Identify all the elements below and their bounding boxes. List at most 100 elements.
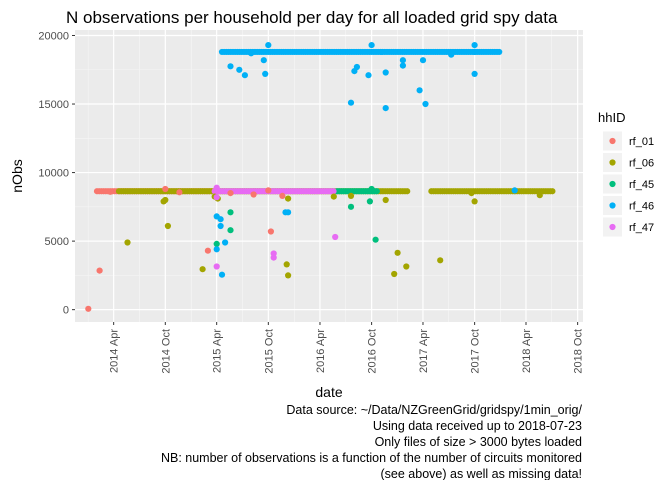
y-tick-label: 20000 xyxy=(38,30,69,42)
data-point xyxy=(347,203,355,210)
band-point xyxy=(404,188,411,195)
data-point xyxy=(391,270,398,278)
band-point xyxy=(330,188,337,195)
data-point xyxy=(403,263,410,270)
data-point xyxy=(422,100,429,108)
data-point xyxy=(217,216,224,223)
data-point xyxy=(265,42,272,49)
data-point xyxy=(448,51,455,58)
legend-item: rf_46 xyxy=(603,196,654,215)
legend-key xyxy=(609,159,616,166)
chart-title: N observations per household per day for… xyxy=(66,8,558,27)
series-band-rf_46 xyxy=(218,48,503,56)
data-point xyxy=(330,193,337,200)
caption-line: Using data received up to 2018-07-23 xyxy=(373,419,582,433)
caption-line: NB: number of observations is a function… xyxy=(161,451,582,465)
data-point xyxy=(162,196,169,204)
data-point xyxy=(399,57,406,64)
band-point xyxy=(373,188,380,195)
data-point xyxy=(471,48,478,56)
y-tick-label: 5000 xyxy=(45,236,69,248)
data-point xyxy=(279,192,286,199)
legend-title: hhID xyxy=(598,110,625,125)
data-point xyxy=(213,194,220,201)
data-point xyxy=(382,69,389,76)
data-point xyxy=(227,190,234,197)
data-point xyxy=(85,305,92,312)
data-point xyxy=(250,191,257,198)
data-point xyxy=(213,246,220,253)
data-point xyxy=(124,239,131,246)
x-tick-label: 2018 Apr xyxy=(521,329,533,373)
x-tick-label: 2014 Apr xyxy=(109,329,121,373)
data-point xyxy=(285,209,292,216)
caption: Data source: ~/Data/NZGreenGrid/gridspy/… xyxy=(161,403,583,480)
data-point xyxy=(176,189,183,196)
data-point xyxy=(213,240,220,247)
data-point xyxy=(536,192,543,199)
data-point xyxy=(218,271,226,278)
series-band-rf_06 xyxy=(428,188,556,195)
data-point xyxy=(236,66,243,73)
data-point xyxy=(217,222,224,230)
data-point xyxy=(265,187,272,194)
data-point xyxy=(285,272,292,279)
x-tick-label: 2015 Apr xyxy=(212,329,224,373)
data-point xyxy=(468,190,475,197)
data-point xyxy=(437,257,444,264)
x-tick-label: 2017 Apr xyxy=(418,329,430,373)
series-points-rf_46 xyxy=(213,42,518,278)
data-point xyxy=(368,42,375,49)
x-tick-label: 2016 Apr xyxy=(315,329,327,373)
x-tick-label: 2016 Oct xyxy=(367,329,379,374)
caption-line: Data source: ~/Data/NZGreenGrid/gridspy/… xyxy=(286,403,582,417)
data-point xyxy=(382,196,389,204)
data-points xyxy=(85,42,543,312)
legend: rf_01 rf_06 rf_45 rf_46 rf_47 xyxy=(603,131,654,237)
data-point xyxy=(372,236,379,243)
legend-item: rf_01 xyxy=(603,131,654,151)
data-point xyxy=(241,72,248,79)
legend-label: rf_45 xyxy=(629,179,654,191)
data-point xyxy=(262,70,269,77)
data-point xyxy=(199,266,206,273)
data-point xyxy=(332,233,339,241)
data-point xyxy=(248,50,255,57)
data-point xyxy=(419,57,427,64)
data-point xyxy=(368,185,375,193)
y-tick-label: 0 xyxy=(63,305,69,317)
legend-key xyxy=(609,137,616,145)
data-point xyxy=(511,187,518,194)
band-point xyxy=(496,48,503,56)
legend-label: rf_06 xyxy=(629,158,654,170)
data-bands xyxy=(93,48,556,195)
legend-item: rf_06 xyxy=(603,153,654,172)
data-point xyxy=(162,185,169,193)
data-point xyxy=(382,105,389,112)
data-point xyxy=(471,70,478,77)
x-axis-title: date xyxy=(315,384,342,400)
grid-lines xyxy=(75,30,583,322)
data-point xyxy=(366,198,373,205)
data-point xyxy=(260,57,267,64)
data-point xyxy=(347,99,355,106)
data-point xyxy=(267,228,274,235)
y-axis-title: nObs xyxy=(9,159,25,192)
band-point xyxy=(549,188,556,195)
series-band-rf_47 xyxy=(211,188,337,195)
data-point xyxy=(164,222,171,230)
series-points-rf_47 xyxy=(213,184,339,270)
legend-label: rf_47 xyxy=(629,222,654,234)
data-point xyxy=(107,188,114,195)
series-band-rf_45 xyxy=(334,188,380,195)
x-tick-label: 2014 Oct xyxy=(160,329,172,374)
data-point xyxy=(394,249,401,256)
y-axis-ticks: 0 5000 10000 15000 20000 xyxy=(38,30,75,317)
data-point xyxy=(227,227,234,234)
x-axis-ticks: 2014 Apr 2014 Oct 2015 Apr 2015 Oct 2016 Apr… xyxy=(109,322,585,374)
legend-key xyxy=(609,202,616,209)
legend-item: rf_47 xyxy=(603,217,654,237)
y-tick-label: 15000 xyxy=(38,99,69,111)
y-tick-label: 10000 xyxy=(38,168,69,180)
